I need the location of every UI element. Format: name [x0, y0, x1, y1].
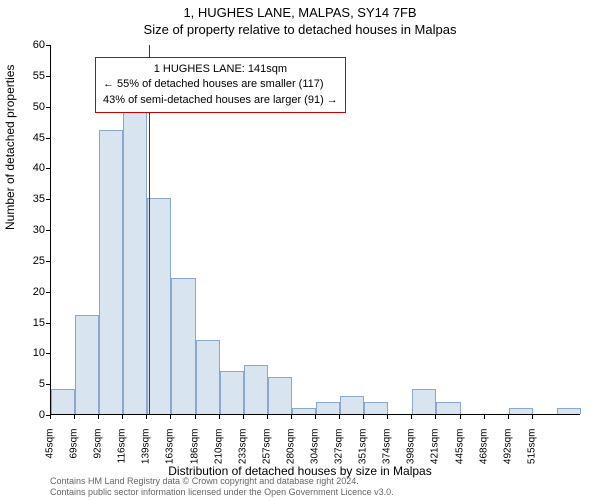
chart-subtitle: Size of property relative to detached ho… — [0, 22, 600, 37]
footer-line-2: Contains public sector information licen… — [50, 487, 394, 498]
footer-attribution: Contains HM Land Registry data © Crown c… — [50, 476, 394, 498]
histogram-bar — [268, 377, 292, 414]
info-line-larger: 43% of semi-detached houses are larger (… — [103, 93, 338, 108]
histogram-bar — [316, 402, 340, 414]
footer-line-1: Contains HM Land Registry data © Crown c… — [50, 476, 394, 487]
x-tick-label: 327sqm — [334, 429, 345, 469]
x-tick-label: 304sqm — [310, 429, 321, 469]
histogram-bar — [171, 278, 195, 414]
info-line-smaller: ← 55% of detached houses are smaller (11… — [103, 77, 338, 92]
x-tick-label: 374sqm — [382, 429, 393, 469]
y-tick-label: 20 — [25, 286, 45, 298]
histogram-bar — [364, 402, 388, 414]
x-tick-label: 186sqm — [189, 429, 200, 469]
histogram-bar — [412, 389, 436, 414]
y-tick-label: 15 — [25, 317, 45, 329]
x-tick-label: 421sqm — [430, 429, 441, 469]
y-tick-label: 30 — [25, 224, 45, 236]
x-tick-label: 139sqm — [141, 429, 152, 469]
histogram-bar — [436, 402, 460, 414]
x-tick-label: 445sqm — [454, 429, 465, 469]
x-tick-label: 280sqm — [285, 429, 296, 469]
y-tick-label: 25 — [25, 255, 45, 267]
x-tick-label: 163sqm — [165, 429, 176, 469]
y-tick-label: 45 — [25, 132, 45, 144]
histogram-chart: 1, HUGHES LANE, MALPAS, SY14 7FB Size of… — [0, 0, 600, 500]
histogram-bar — [509, 408, 533, 414]
histogram-bar — [220, 371, 244, 414]
histogram-bar — [99, 130, 123, 414]
x-tick-label: 468sqm — [478, 429, 489, 469]
y-tick-label: 10 — [25, 347, 45, 359]
y-tick-label: 55 — [25, 70, 45, 82]
y-tick-label: 5 — [25, 378, 45, 390]
x-tick-label: 233sqm — [237, 429, 248, 469]
x-tick-label: 116sqm — [117, 429, 128, 469]
x-tick-label: 398sqm — [406, 429, 417, 469]
x-tick-label: 257sqm — [261, 429, 272, 469]
x-tick-label: 69sqm — [69, 429, 80, 469]
histogram-bar — [557, 408, 581, 414]
x-tick-label: 515sqm — [526, 429, 537, 469]
y-tick-label: 60 — [25, 39, 45, 51]
histogram-bar — [244, 365, 268, 414]
x-tick-label: 45sqm — [45, 429, 56, 469]
histogram-bar — [292, 408, 316, 414]
histogram-bar — [123, 100, 147, 415]
histogram-bar — [340, 396, 364, 415]
x-tick-label: 351sqm — [358, 429, 369, 469]
histogram-bar — [196, 340, 220, 414]
x-tick-label: 92sqm — [93, 429, 104, 469]
y-tick-label: 35 — [25, 193, 45, 205]
x-tick-label: 492sqm — [502, 429, 513, 469]
histogram-bar — [51, 389, 75, 414]
y-tick-label: 0 — [25, 409, 45, 421]
y-tick-label: 50 — [25, 101, 45, 113]
histogram-bar — [147, 198, 171, 414]
info-callout-box: 1 HUGHES LANE: 141sqm← 55% of detached h… — [95, 57, 346, 113]
chart-title-address: 1, HUGHES LANE, MALPAS, SY14 7FB — [0, 5, 600, 20]
y-tick-label: 40 — [25, 162, 45, 174]
histogram-bar — [75, 315, 99, 414]
x-tick-label: 210sqm — [213, 429, 224, 469]
y-axis-label: Number of detached properties — [3, 65, 17, 230]
info-line-property: 1 HUGHES LANE: 141sqm — [103, 62, 338, 77]
